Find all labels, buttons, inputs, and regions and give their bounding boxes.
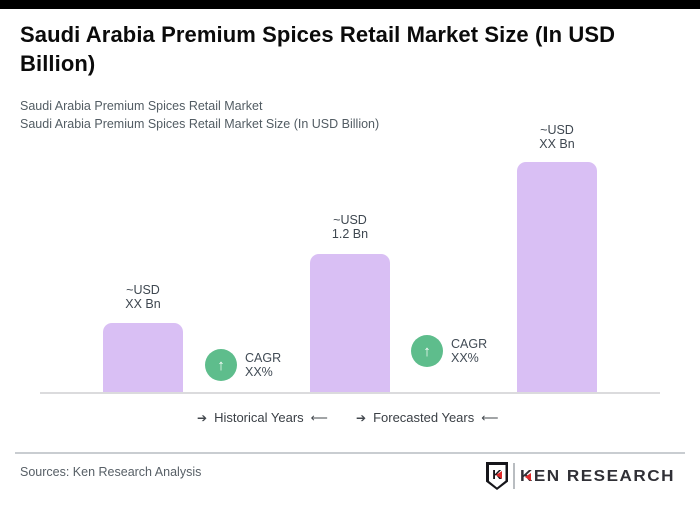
right-arrow-icon: ➔: [197, 410, 208, 425]
up-arrow-icon: ↑: [217, 356, 225, 374]
right-arrow-icon: ➔: [356, 410, 367, 425]
bar-value-label: ~USD XX Bn: [125, 283, 161, 311]
window-top-bar: [0, 0, 700, 9]
bar-value-label: ~USD 1.2 Bn: [331, 213, 369, 241]
cagr-badge-circle: ↑: [205, 349, 237, 381]
chart-subtitle-line1: Saudi Arabia Premium Spices Retail Marke…: [20, 99, 263, 113]
footer-divider: [15, 452, 685, 454]
page-title: Saudi Arabia Premium Spices Retail Marke…: [20, 22, 616, 76]
left-arrow-icon: ⟵: [310, 410, 328, 425]
bar-historical: [103, 323, 183, 392]
left-arrow-icon: ⟵: [481, 410, 499, 425]
brand-red-triangle-icon: [525, 473, 531, 481]
cagr-label: CAGR XX%: [245, 351, 282, 379]
logo-shield-icon: K: [486, 462, 508, 490]
logo-brand-text: KEN RESEARCH: [520, 468, 675, 485]
x-axis-section-label: Historical Years: [214, 410, 304, 425]
bar-value-label: ~USD XX Bn: [539, 123, 575, 151]
cagr-label: CAGR XX%: [451, 337, 488, 365]
x-axis-section-historical: ➔ Historical Years ⟵: [197, 410, 328, 425]
logo-red-triangle-icon: [496, 471, 502, 479]
up-arrow-icon: ↑: [423, 342, 431, 360]
sources-text: Sources: Ken Research Analysis: [20, 465, 202, 479]
x-axis-section-label: Forecasted Years: [373, 410, 475, 425]
x-axis-line: [40, 392, 660, 394]
chart-subtitle-line2: Saudi Arabia Premium Spices Retail Marke…: [20, 117, 380, 131]
bar-current: [310, 254, 390, 392]
x-axis-section-forecasted: ➔ Forecasted Years ⟵: [356, 410, 498, 425]
ken-research-logo: K KEN RESEARCH: [486, 461, 673, 491]
bar-forecast: [517, 162, 597, 392]
cagr-badge-circle: ↑: [411, 335, 443, 367]
logo-separator: [513, 463, 515, 489]
